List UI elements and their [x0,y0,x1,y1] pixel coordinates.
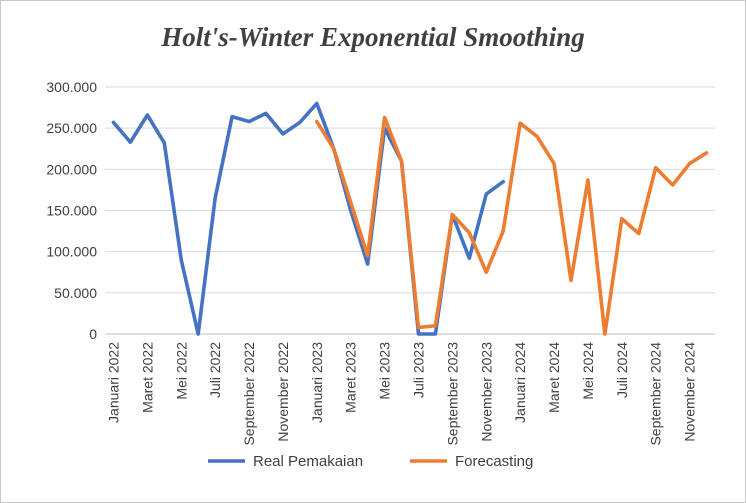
y-tick-label: 300.000 [46,79,97,95]
x-tick-label: September 2023 [444,342,460,446]
x-tick-label: September 2022 [241,342,257,446]
x-tick-label: Juli 2022 [207,342,223,398]
x-tick-label: Januari 2024 [512,342,528,423]
x-tick-label: Maret 2022 [139,342,155,413]
series-line-real-pemakaian [111,101,505,336]
x-tick-label: Juli 2023 [410,342,426,398]
y-tick-label: 150.000 [46,203,97,219]
y-tick-label: 50.000 [54,285,97,301]
series-lines [111,101,709,336]
x-tick-label: Maret 2024 [546,342,562,413]
x-tick-label: Mei 2023 [377,342,393,400]
series-line-forecasting [315,115,709,336]
x-tick-label: November 2024 [682,342,698,442]
y-tick-label: 250.000 [46,120,97,136]
y-tick-label: 0 [89,326,97,342]
x-tick-label: Januari 2023 [309,342,325,423]
y-axis-ticks: 0 50.000 100.000 150.000 200.000 250.000 300.0… [46,79,97,342]
chart-title: Holt's-Winter Exponential Smoothing [161,22,585,52]
x-axis-tick-labels: Januari 2022 Maret 2022 Mei 2022 Juli 2022 S… [105,342,697,446]
x-tick-label: Mei 2024 [580,342,596,400]
legend-label: Forecasting [455,453,533,470]
x-tick-label: November 2022 [275,342,291,442]
x-tick-label: Mei 2022 [173,342,189,400]
x-tick-label: Maret 2023 [343,342,359,413]
legend: Real Pemakaian Forecasting [208,453,533,470]
x-tick-label: Januari 2022 [105,342,121,423]
x-tick-label: Juli 2024 [614,342,630,398]
y-tick-label: 100.000 [46,244,97,260]
legend-label: Real Pemakaian [253,453,363,470]
x-tick-label: September 2024 [648,342,664,446]
y-tick-label: 200.000 [46,161,97,177]
x-tick-label: November 2023 [478,342,494,442]
